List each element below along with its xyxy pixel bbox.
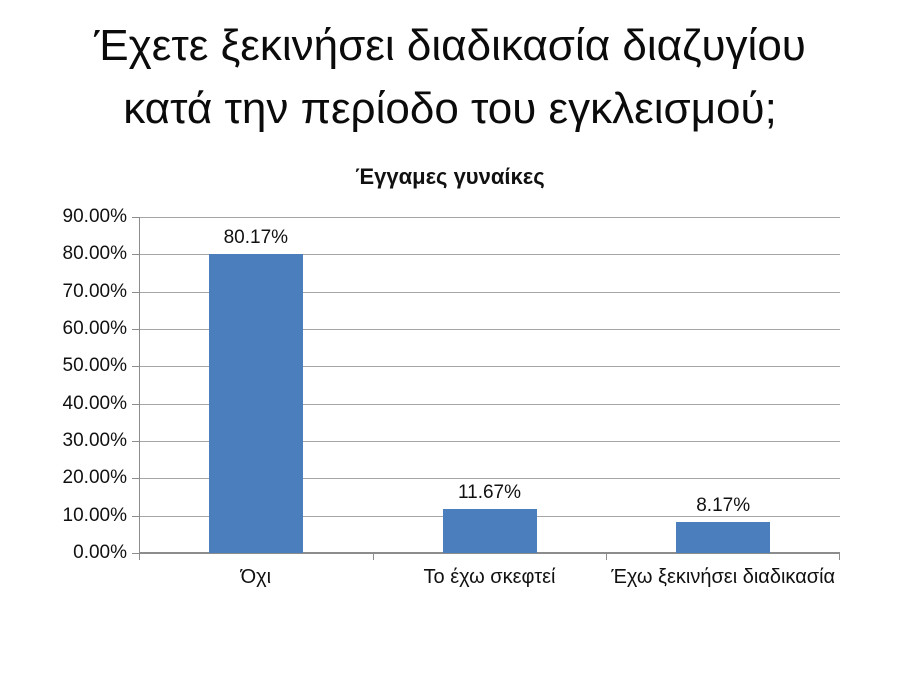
y-axis-tick-label: 10.00% <box>62 504 127 526</box>
gridline <box>139 217 840 218</box>
slide-title: Έχετε ξεκινήσει διαδικασία διαζυγίου κατ… <box>0 14 900 140</box>
y-axis-tick-label: 50.00% <box>62 355 127 377</box>
y-axis-tick <box>132 515 139 517</box>
bar-value-label: 11.67% <box>457 482 522 504</box>
y-axis-tick <box>132 366 139 368</box>
y-axis-line <box>139 217 140 553</box>
bar-value-label: 80.17% <box>223 226 289 248</box>
x-axis-tick <box>606 553 608 560</box>
y-axis-tick <box>132 441 139 442</box>
y-axis-tick-label: 20.00% <box>62 467 127 489</box>
y-axis-tick-label: 90.00% <box>62 206 127 227</box>
slide-title-line2: κατά την περίοδο του εγκλεισμού; <box>123 84 777 133</box>
gridline <box>139 291 840 293</box>
y-axis-tick <box>132 254 139 256</box>
y-axis-tick <box>132 553 139 554</box>
plot-area: 80.17% 11.67% 8.17% <box>132 217 840 560</box>
gridline <box>139 254 840 256</box>
y-axis-tick <box>132 403 139 405</box>
y-axis-tick-label: 70.00% <box>62 280 127 302</box>
y-axis-tick <box>132 217 139 218</box>
x-axis-tick <box>839 553 840 560</box>
category-label: Το έχω σκεφτεί <box>423 566 556 588</box>
x-axis-labels: Όχι Το έχω σκεφτεί Έχω ξεκινήσει διαδικασί… <box>139 564 840 594</box>
y-axis-tick <box>132 329 139 330</box>
category-label: Όχι <box>240 566 272 588</box>
x-axis-tick <box>139 553 140 560</box>
y-axis-tick-label: 40.00% <box>62 392 127 414</box>
x-axis-tick <box>372 553 374 560</box>
chart-title: Έγγαμες γυναίκες <box>355 164 545 189</box>
y-axis-tick-label: 60.00% <box>62 318 127 339</box>
y-axis-labels: 0.00% 10.00% 20.00% 30.00% 40.00% 50.00% 60.00… <box>55 206 127 563</box>
gridline <box>139 441 840 442</box>
bar <box>208 253 303 553</box>
y-axis-tick-label: 30.00% <box>62 430 127 451</box>
bar <box>676 522 771 553</box>
slide-title-line1: Έχετε ξεκινήσει διαδικασία διαζυγίου <box>94 21 806 70</box>
y-axis-tick <box>132 478 139 480</box>
y-axis-tick-label: 0.00% <box>73 542 127 563</box>
bar-chart: Έγγαμες γυναίκες 0.00% 10.00% 20.00% 30.00%… <box>55 160 845 620</box>
bar <box>442 509 537 553</box>
gridline <box>139 403 840 405</box>
category-label: Έχω ξεκινήσει διαδικασία <box>611 566 836 588</box>
gridline <box>139 366 840 368</box>
x-axis-line <box>139 552 840 554</box>
y-axis-tick-label: 80.00% <box>62 243 127 265</box>
gridline <box>139 329 840 330</box>
gridline <box>139 478 840 480</box>
bar-value-label: 8.17% <box>696 495 751 517</box>
y-axis-tick <box>132 291 139 293</box>
